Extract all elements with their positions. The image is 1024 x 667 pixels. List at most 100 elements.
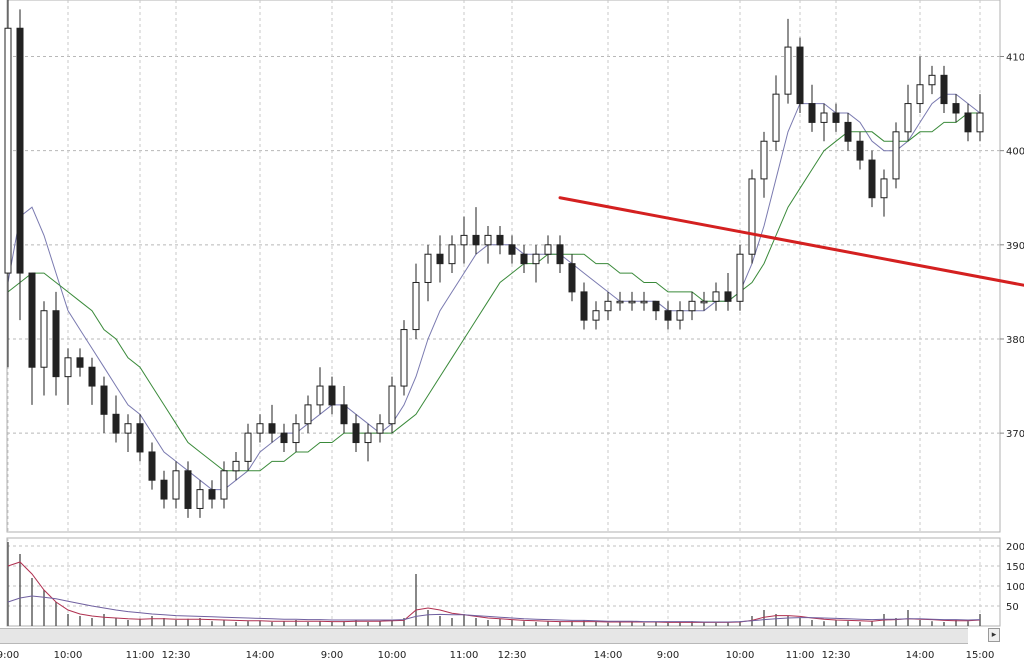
candle	[604, 291, 612, 321]
candle-body	[520, 253, 528, 265]
candle-body	[124, 423, 132, 434]
volume-panel-frame	[6, 537, 1001, 627]
candle-body	[268, 423, 276, 434]
time-tick-label: 14:00	[246, 650, 275, 661]
candle-body	[688, 300, 696, 312]
time-tick-label: 14:00	[906, 650, 935, 661]
moving-average-lines	[7, 93, 981, 491]
candle	[652, 300, 660, 321]
candle	[136, 414, 144, 462]
price-tick-label: 380	[1006, 335, 1024, 346]
candle	[340, 386, 348, 434]
candle-body	[160, 479, 168, 500]
resistance-trendline	[558, 196, 1024, 287]
candle-body	[748, 178, 756, 255]
time-tick-label: 10:00	[54, 650, 83, 661]
candle	[808, 84, 816, 132]
candle	[784, 18, 792, 104]
volume-tick-label: 50	[1006, 602, 1019, 613]
time-tick-label: 10:00	[378, 650, 407, 661]
candle	[28, 272, 36, 405]
candle-body	[400, 329, 408, 387]
candle-body	[928, 74, 936, 86]
candle-body	[232, 460, 240, 472]
candle-body	[88, 366, 96, 387]
candle	[532, 244, 540, 283]
candle-body	[784, 46, 792, 95]
candle	[424, 244, 432, 302]
candle	[184, 461, 192, 518]
price-tick-label: 400	[1006, 147, 1024, 158]
volume-axis-labels: 50 100 150 200	[1006, 542, 1024, 613]
candle-body	[472, 234, 480, 246]
candle	[952, 94, 960, 123]
candle	[268, 404, 276, 443]
candle-body	[352, 423, 360, 444]
moving-average-line-2	[7, 112, 980, 472]
candle	[64, 348, 72, 405]
candle-body	[964, 112, 972, 133]
candle-body	[292, 423, 300, 444]
candle	[496, 225, 504, 255]
candle-body	[340, 404, 348, 425]
candle-body	[736, 253, 744, 302]
candle	[400, 320, 408, 396]
candle	[232, 451, 240, 481]
candle	[544, 235, 552, 264]
candle-body	[208, 489, 216, 500]
candle	[124, 414, 132, 452]
candle	[664, 301, 672, 330]
candle	[700, 291, 708, 311]
candle	[172, 461, 180, 509]
candle-body	[244, 432, 252, 462]
candle	[76, 348, 84, 377]
candle-body	[412, 281, 420, 331]
time-tick-label: 9:00	[657, 650, 679, 661]
candle	[484, 225, 492, 264]
candle-body	[724, 291, 732, 302]
candle-body	[640, 300, 648, 304]
candle-body	[100, 385, 108, 415]
horizontal-scrollbar[interactable]	[0, 628, 968, 644]
candle-body	[172, 470, 180, 500]
candle	[688, 291, 696, 321]
candle-body	[616, 300, 624, 304]
volume-average-line-1	[7, 561, 981, 623]
candle	[592, 301, 600, 330]
candle-body	[16, 27, 24, 274]
candle	[508, 235, 516, 264]
candle	[376, 414, 384, 443]
candle-body	[40, 310, 48, 368]
candle	[580, 282, 588, 330]
candle-body	[532, 253, 540, 265]
scroll-right-button[interactable]: ▸	[988, 628, 1000, 642]
candle-body	[856, 140, 864, 161]
candle-body	[760, 140, 768, 180]
candle-body	[580, 291, 588, 321]
candle	[760, 131, 768, 198]
candle	[448, 235, 456, 274]
time-tick-label: 11:00	[126, 650, 155, 661]
candle-body	[220, 470, 228, 500]
time-tick-label: 12:30	[822, 650, 851, 661]
candle	[772, 75, 780, 151]
candle	[556, 235, 564, 274]
candle-body	[148, 451, 156, 481]
candle-body	[700, 300, 708, 304]
candle	[568, 254, 576, 302]
candle	[4, 0, 12, 368]
candle	[436, 235, 444, 283]
candle-body	[568, 263, 576, 293]
candle-body	[280, 432, 288, 444]
candle-body	[772, 93, 780, 142]
candle-body	[880, 178, 888, 199]
time-tick-label: 12:30	[498, 650, 527, 661]
candle-body	[592, 310, 600, 321]
candle	[976, 94, 984, 142]
candle-body	[940, 74, 948, 105]
time-tick-label: 15:00	[966, 650, 995, 661]
candle	[460, 216, 468, 264]
candle	[880, 169, 888, 217]
candle	[148, 442, 156, 490]
candle	[904, 84, 912, 142]
